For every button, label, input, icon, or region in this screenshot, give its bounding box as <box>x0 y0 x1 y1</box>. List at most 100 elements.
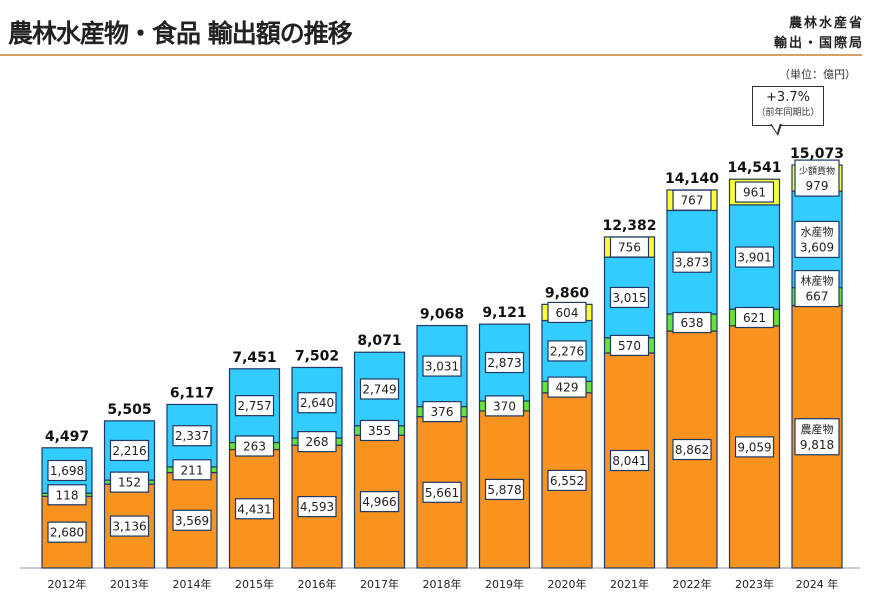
value-label-box <box>422 355 462 377</box>
x-tick-label: 2015年 <box>235 577 274 591</box>
value-label: 2,640 <box>300 396 334 410</box>
x-tick-label: 2018年 <box>423 577 462 591</box>
value-label-box <box>359 491 400 513</box>
page-title: 農林水産物・食品 輸出額の推移 <box>8 19 353 48</box>
value-label-box <box>734 246 775 268</box>
title-divider <box>0 54 862 56</box>
value-label: 3,136 <box>112 520 146 534</box>
value-label: 268 <box>306 435 329 449</box>
value-label: 604 <box>556 306 579 320</box>
value-label: 2,276 <box>550 344 584 358</box>
value-label-box <box>609 286 650 309</box>
series-name-label: 林産物 <box>801 274 834 288</box>
yoy-note: （前年同期比） <box>756 108 820 118</box>
value-label: 8,041 <box>612 454 646 468</box>
total-label: 9,068 <box>420 307 464 323</box>
value-label-box <box>547 469 587 492</box>
value-label: 9,818 <box>800 438 834 452</box>
series-name-label: 農産物 <box>801 422 834 436</box>
value-label: 429 <box>556 381 579 395</box>
value-label: 961 <box>743 186 766 200</box>
value-label-box <box>109 515 150 537</box>
value-label-box <box>734 181 775 203</box>
x-tick-label: 2012年 <box>48 577 87 591</box>
value-label-box <box>109 471 150 493</box>
value-label-box <box>547 340 587 362</box>
value-label: 2,757 <box>237 399 271 413</box>
value-label-box <box>734 306 775 329</box>
org-bureau: 輸出・国際局 <box>773 36 864 51</box>
value-label: 2,680 <box>50 526 84 540</box>
x-tick-label: 2021年 <box>610 577 649 591</box>
value-label: 2,749 <box>362 382 396 396</box>
value-label: 621 <box>743 311 766 325</box>
value-label-box <box>609 236 650 258</box>
value-label-box <box>359 419 400 442</box>
value-label-box <box>422 481 462 503</box>
yoy-callout: +3.7% （前年同期比） <box>752 86 824 126</box>
value-label-box <box>234 498 275 520</box>
value-label: 3,569 <box>175 514 209 528</box>
value-label: 638 <box>681 316 704 330</box>
value-label-box <box>484 478 525 501</box>
value-label: 5,661 <box>425 486 459 500</box>
value-label: 1,698 <box>50 464 84 478</box>
yoy-change: +3.7% <box>766 90 810 105</box>
value-label-box <box>297 431 337 453</box>
total-label: 14,140 <box>665 171 719 187</box>
value-label-box <box>794 220 840 259</box>
total-label: 12,382 <box>602 218 656 234</box>
value-label: 3,015 <box>612 291 646 305</box>
value-label-box <box>794 418 840 456</box>
value-label: 152 <box>118 476 141 490</box>
value-label: 570 <box>618 339 641 353</box>
value-label: 3,031 <box>425 360 459 374</box>
value-label-box <box>547 301 587 324</box>
value-label: 370 <box>493 399 516 413</box>
total-label: 6,117 <box>170 385 214 401</box>
value-label: 4,966 <box>362 495 396 509</box>
value-label-box <box>609 449 650 472</box>
value-label: 6,552 <box>550 474 584 488</box>
total-label: 5,505 <box>107 402 151 418</box>
value-label-box <box>794 159 840 197</box>
total-label: 7,451 <box>232 350 276 366</box>
value-label: 9,059 <box>737 440 771 454</box>
value-label: 211 <box>181 463 204 477</box>
value-label-box <box>297 392 337 414</box>
value-label-box <box>109 439 150 462</box>
unit-label: （単位：億円） <box>779 68 856 81</box>
value-label-box <box>794 269 840 308</box>
value-label-box <box>672 438 712 461</box>
value-label: 355 <box>368 424 391 438</box>
value-label: 118 <box>56 488 79 502</box>
value-label-box <box>172 425 212 447</box>
x-tick-label: 2020年 <box>548 577 587 591</box>
total-label: 7,502 <box>295 348 339 364</box>
total-label: 14,541 <box>727 160 781 176</box>
value-label-box <box>47 484 87 506</box>
value-label: 8,862 <box>675 443 709 457</box>
value-label-box <box>672 251 712 273</box>
total-label: 9,860 <box>545 285 590 301</box>
total-label: 8,071 <box>357 333 401 349</box>
organization: 農林水産省 輸出・国際局 <box>774 14 864 54</box>
x-tick-label: 2014年 <box>173 577 212 591</box>
value-label-box <box>422 401 462 423</box>
value-label-box <box>234 435 275 457</box>
value-label-box <box>297 495 337 518</box>
x-tick-label: 2016年 <box>298 577 337 591</box>
value-label: 263 <box>243 440 266 454</box>
value-label: 3,901 <box>737 251 771 265</box>
value-label: 376 <box>431 405 454 419</box>
value-label: 3,873 <box>675 256 709 270</box>
x-tick-label: 2022年 <box>673 577 712 591</box>
value-label-box <box>47 521 87 543</box>
value-label-box <box>484 395 525 417</box>
x-tick-label: 2017年 <box>360 577 399 591</box>
series-name-label: 少額貨物 <box>799 165 835 177</box>
value-label: 4,593 <box>300 500 334 514</box>
value-label: 5,878 <box>487 483 521 497</box>
